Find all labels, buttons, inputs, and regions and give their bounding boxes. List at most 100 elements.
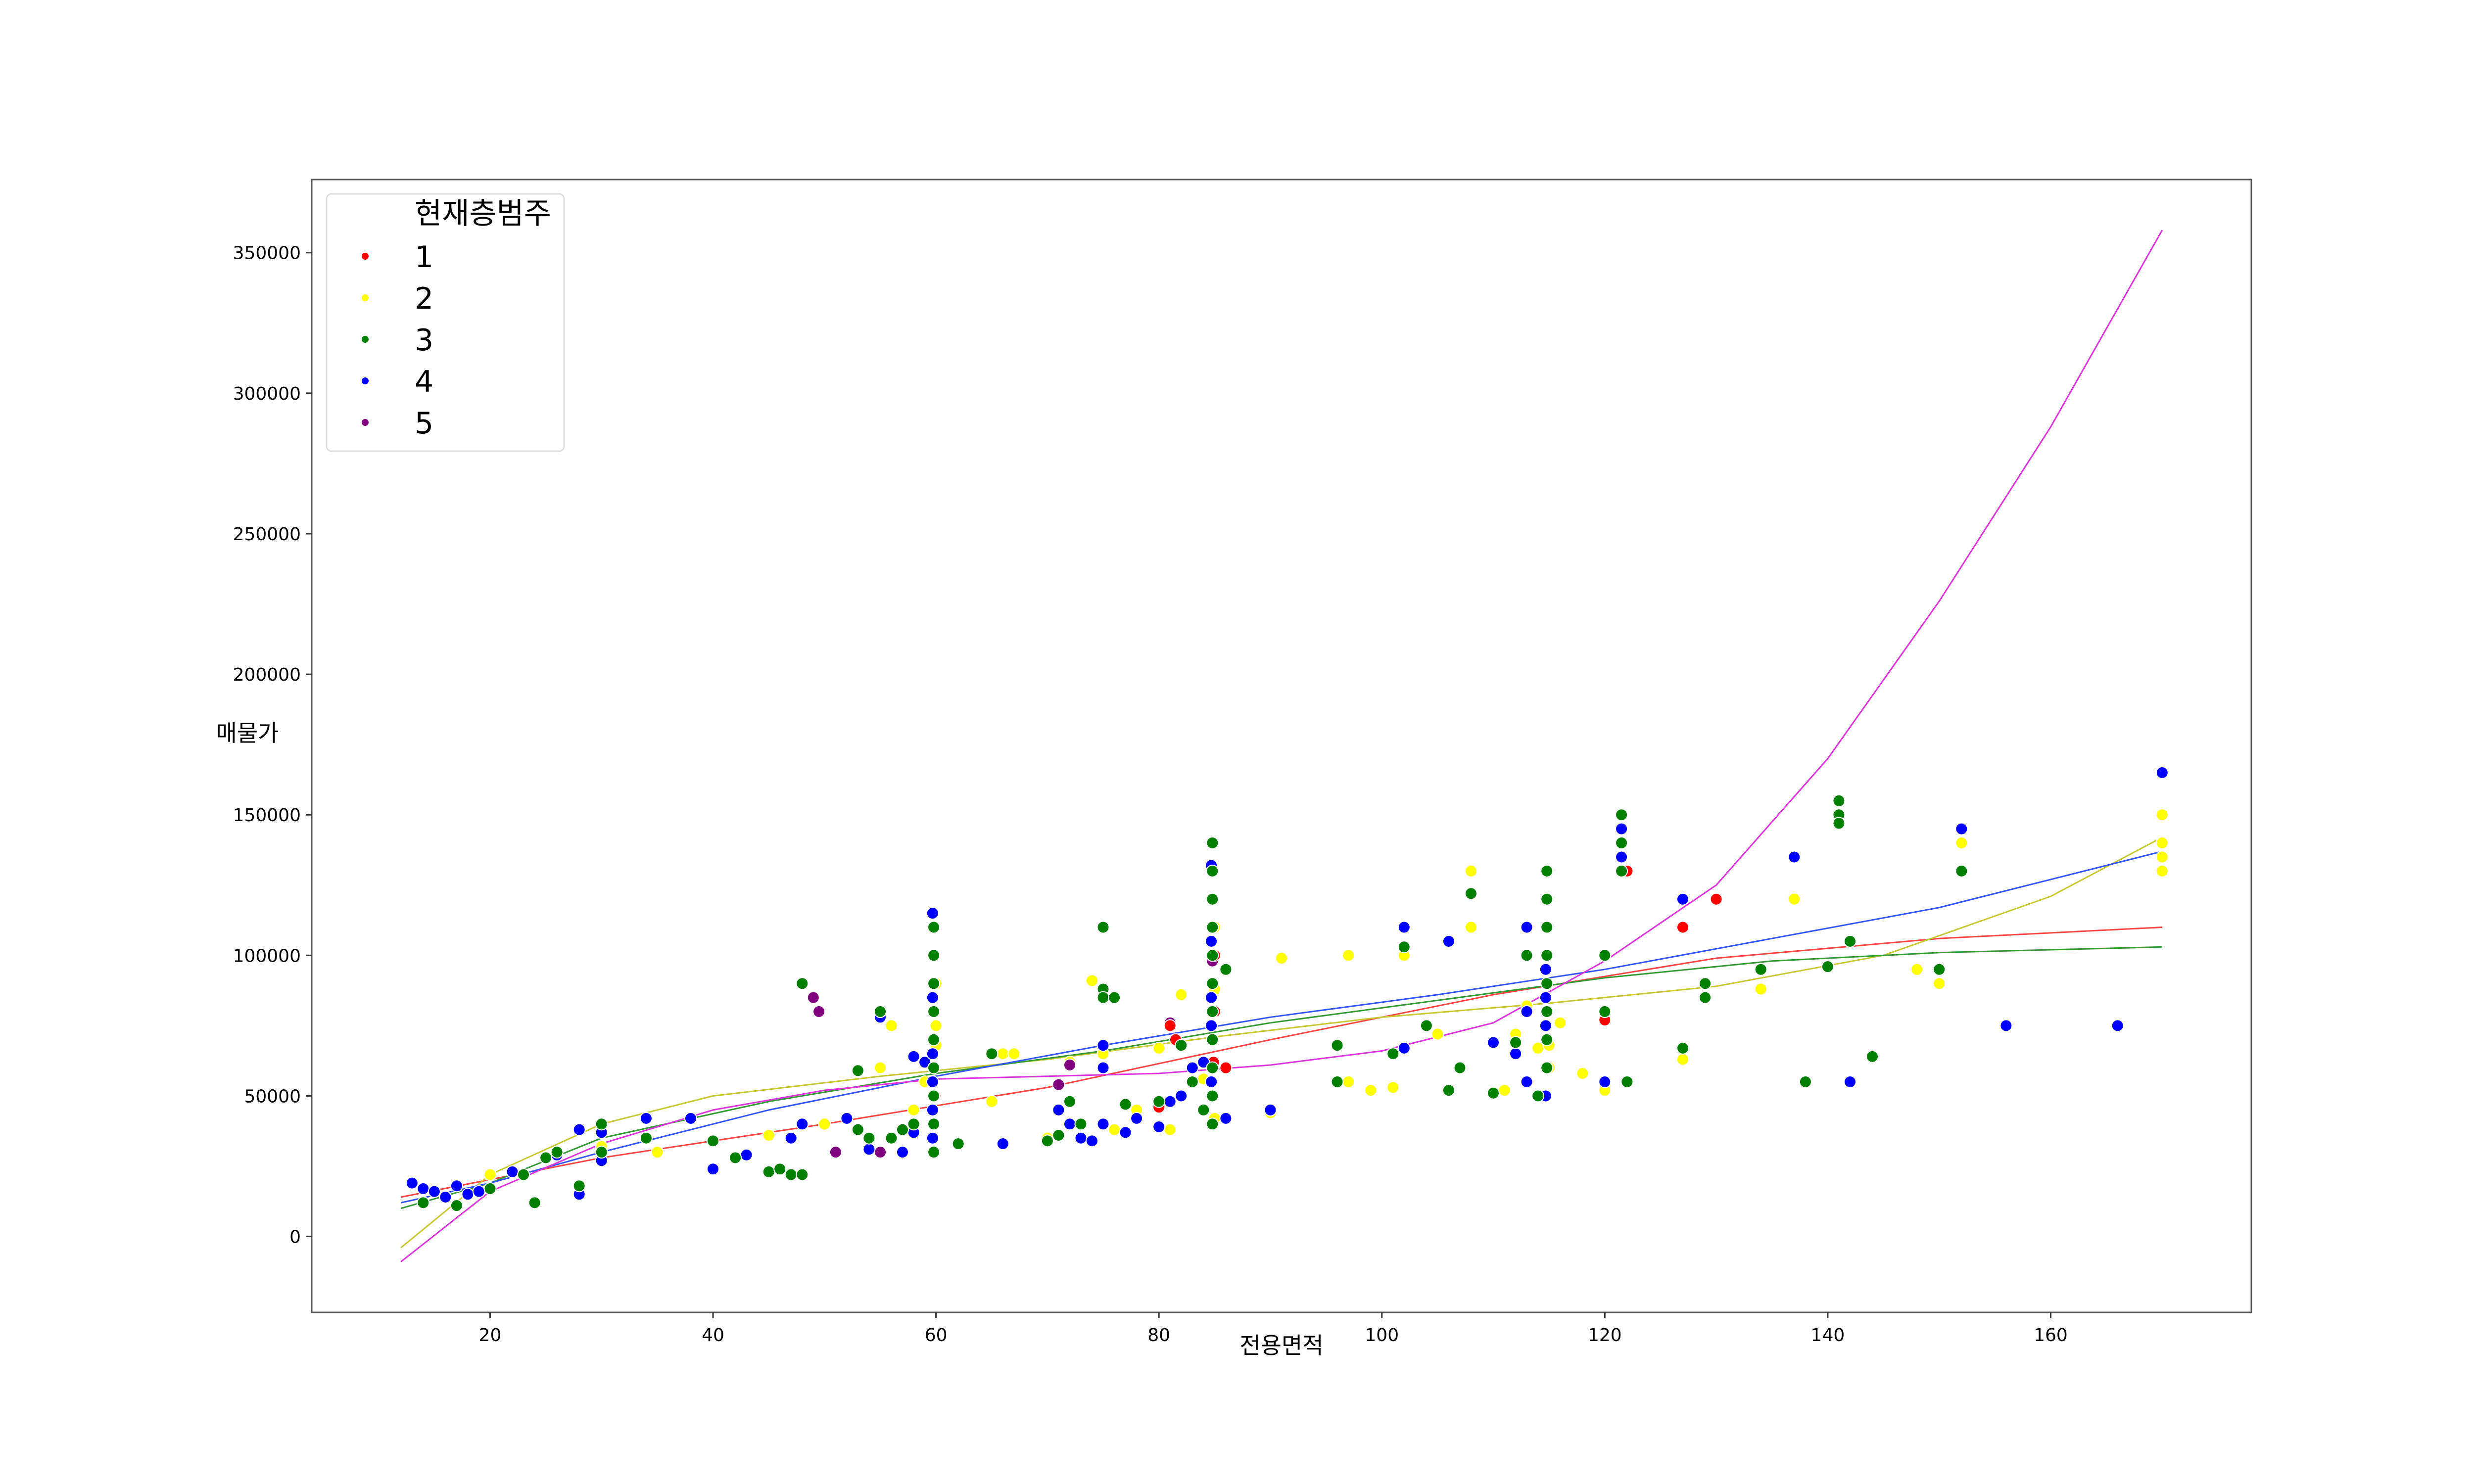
point-series-3 xyxy=(1844,934,1856,948)
point-series-3 xyxy=(1052,1129,1065,1142)
point-series-3 xyxy=(707,1134,719,1148)
point-series-3 xyxy=(1074,1117,1088,1131)
point-series-3 xyxy=(1699,977,1712,990)
point-series-3 xyxy=(1206,892,1219,906)
point-series-4 xyxy=(572,1123,586,1136)
point-series-3 xyxy=(1206,1005,1219,1018)
point-series-4 xyxy=(1205,934,1218,948)
point-series-4 xyxy=(926,1131,939,1145)
point-series-4 xyxy=(926,907,939,920)
point-series-2 xyxy=(483,1168,497,1181)
point-series-3 xyxy=(1540,1005,1554,1018)
point-series-2 xyxy=(2155,808,2169,822)
point-series-3 xyxy=(907,1117,920,1131)
point-series-4 xyxy=(428,1185,441,1198)
point-series-5 xyxy=(807,991,820,1004)
x-tick-label: 100 xyxy=(1365,1325,1399,1345)
point-series-4 xyxy=(1615,822,1628,835)
point-series-3 xyxy=(1598,1005,1612,1018)
point-series-2 xyxy=(1342,949,1355,962)
point-series-2 xyxy=(929,1019,943,1032)
legend-marker-4 xyxy=(362,377,369,384)
legend-marker-2 xyxy=(362,294,369,301)
trend-line-4 xyxy=(400,850,2163,1204)
point-series-4 xyxy=(1186,1061,1199,1074)
point-series-2 xyxy=(1431,1027,1444,1041)
x-tick-label: 60 xyxy=(925,1325,948,1345)
point-series-3 xyxy=(1108,991,1121,1004)
point-series-3 xyxy=(1487,1086,1500,1100)
point-series-4 xyxy=(1539,1019,1552,1032)
point-series-4 xyxy=(926,991,939,1004)
x-axis-label: 전용면적 xyxy=(1239,1332,1323,1359)
point-series-3 xyxy=(1206,949,1219,962)
point-series-3 xyxy=(595,1117,608,1131)
point-series-3 xyxy=(1520,949,1533,962)
point-series-4 xyxy=(784,1131,798,1145)
point-series-3 xyxy=(1386,1047,1400,1061)
legend-entries: 1 2 3 4 5 xyxy=(362,240,433,441)
point-series-3 xyxy=(1509,1036,1522,1049)
point-series-3 xyxy=(796,1168,809,1181)
point-series-2 xyxy=(1576,1067,1589,1080)
point-series-2 xyxy=(1275,952,1288,965)
point-series-4 xyxy=(1096,1061,1110,1074)
point-series-4 xyxy=(439,1191,452,1204)
point-series-3 xyxy=(874,1005,887,1018)
point-series-4 xyxy=(1844,1075,1856,1088)
point-series-3 xyxy=(1754,963,1767,976)
point-series-4 xyxy=(907,1050,920,1063)
point-series-2 xyxy=(2155,850,2169,864)
point-series-4 xyxy=(1130,1112,1143,1125)
point-series-2 xyxy=(907,1103,920,1116)
point-series-3 xyxy=(927,1146,941,1159)
point-series-4 xyxy=(2111,1019,2124,1032)
point-series-4 xyxy=(1175,1089,1188,1103)
point-series-2 xyxy=(1342,1075,1355,1088)
point-series-2 xyxy=(1007,1047,1021,1061)
point-series-3 xyxy=(1453,1061,1467,1074)
y-tick-label: 100000 xyxy=(233,946,301,966)
point-series-3 xyxy=(595,1146,608,1159)
point-series-4 xyxy=(1397,1041,1411,1055)
point-series-3 xyxy=(1331,1075,1344,1088)
point-series-5 xyxy=(1052,1078,1065,1091)
point-series-4 xyxy=(1999,1019,2013,1032)
point-series-3 xyxy=(927,1005,941,1018)
point-series-3 xyxy=(450,1199,463,1212)
point-series-2 xyxy=(1086,974,1098,987)
point-series-3 xyxy=(528,1196,541,1209)
point-series-3 xyxy=(1442,1084,1455,1097)
point-series-4 xyxy=(926,1047,939,1061)
point-series-4 xyxy=(506,1165,519,1178)
point-series-3 xyxy=(762,1165,775,1178)
point-series-3 xyxy=(1699,991,1712,1004)
point-series-3 xyxy=(1799,1075,1812,1088)
point-series-4 xyxy=(926,1103,939,1116)
x-tick-label: 140 xyxy=(1811,1325,1845,1345)
point-series-3 xyxy=(517,1168,530,1181)
point-series-4 xyxy=(1205,1019,1218,1032)
point-series-4 xyxy=(1955,822,1968,835)
point-series-4 xyxy=(896,1146,909,1159)
point-series-2 xyxy=(874,1061,887,1074)
point-series-3 xyxy=(1615,808,1628,822)
y-tick-label: 0 xyxy=(289,1227,301,1248)
point-series-3 xyxy=(851,1123,864,1136)
point-series-3 xyxy=(1620,1075,1634,1088)
point-series-2 xyxy=(2155,864,2169,878)
point-series-3 xyxy=(1420,1019,1433,1032)
point-series-4 xyxy=(926,1075,939,1088)
point-series-2 xyxy=(651,1146,664,1159)
point-series-2 xyxy=(1910,963,1924,976)
point-series-3 xyxy=(1206,977,1219,990)
point-series-4 xyxy=(1163,1095,1177,1108)
point-series-2 xyxy=(1788,892,1801,906)
legend: 현재층범주 1 2 3 4 5 xyxy=(326,193,565,452)
point-series-3 xyxy=(417,1196,430,1209)
point-series-4 xyxy=(1788,850,1801,864)
legend-marker-5 xyxy=(362,419,369,426)
point-series-1 xyxy=(1676,921,1689,934)
point-series-4 xyxy=(1520,1075,1533,1088)
